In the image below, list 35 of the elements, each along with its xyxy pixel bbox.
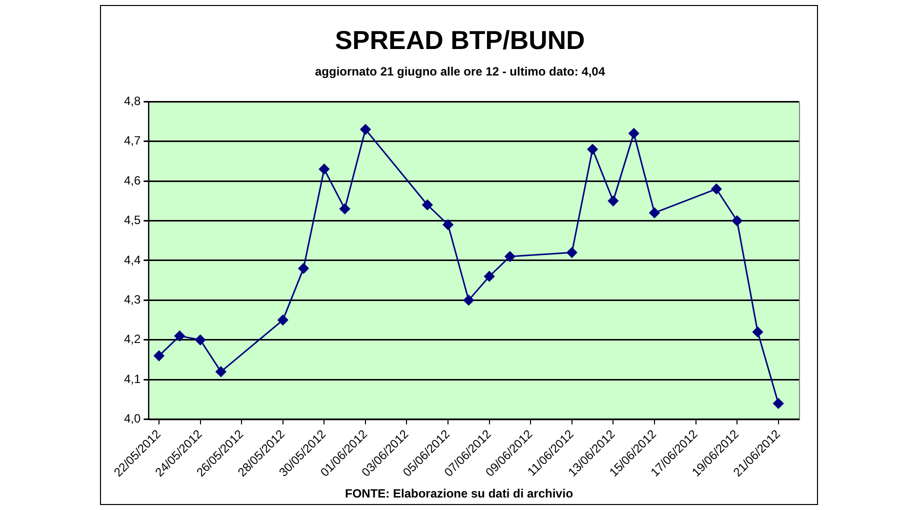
y-tick-label: 4,0 xyxy=(124,412,141,426)
point xyxy=(587,144,598,155)
chart-subtitle: aggiornato 21 giugno alle ore 12 - ultimo dato: 4,04 xyxy=(314,64,606,79)
source-note: FONTE: Elaborazione su dati di archivio xyxy=(344,486,574,500)
y-tick-label: 4,4 xyxy=(124,252,141,267)
point xyxy=(174,330,185,342)
point xyxy=(484,271,495,282)
point xyxy=(216,366,226,377)
point xyxy=(318,164,330,174)
point xyxy=(422,200,433,210)
chart-title: SPREAD BTP/BUND xyxy=(335,24,585,55)
point xyxy=(360,124,371,135)
y-tick-label: 4,8 xyxy=(124,94,141,108)
point xyxy=(649,208,660,218)
point xyxy=(298,263,309,274)
point xyxy=(195,334,206,346)
point xyxy=(711,184,722,194)
y-tick-label: 4,3 xyxy=(124,292,141,307)
point xyxy=(608,196,618,206)
y-tick-label: 4,7 xyxy=(124,134,141,148)
point xyxy=(504,251,516,262)
point xyxy=(278,314,288,326)
point xyxy=(773,398,784,409)
point xyxy=(628,128,640,139)
y-tick-label: 4,5 xyxy=(124,213,141,228)
point xyxy=(154,350,164,362)
point xyxy=(463,294,474,306)
point xyxy=(340,204,350,214)
point xyxy=(752,326,763,338)
y-tick-label: 4,2 xyxy=(124,332,141,346)
point xyxy=(732,216,742,226)
y-tick-label: 4,6 xyxy=(124,173,141,188)
point xyxy=(442,219,454,230)
point xyxy=(566,247,578,258)
y-tick-label: 4,1 xyxy=(124,372,141,386)
